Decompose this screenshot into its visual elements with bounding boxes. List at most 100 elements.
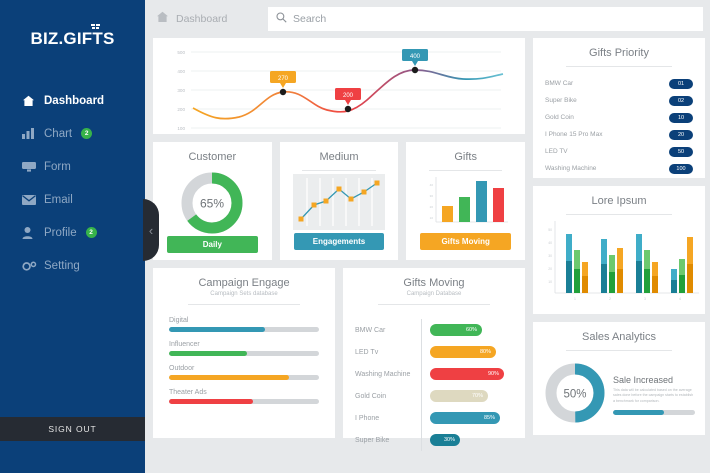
sidebar-item-email[interactable]: Email	[0, 183, 145, 216]
svg-text:500: 500	[177, 50, 185, 55]
search-bar[interactable]	[268, 7, 703, 31]
user-icon	[22, 226, 44, 239]
bar-label: Washing Machine	[355, 370, 411, 378]
svg-text:3: 3	[644, 297, 646, 301]
donut-center-label: 65%	[200, 197, 224, 211]
list-item: Super Bike 30%	[355, 429, 513, 451]
logo: BIZ.GIFTS	[0, 0, 145, 78]
search-icon	[276, 10, 287, 28]
gifts-moving-list: BMW Car 60% LED Tv 80% Washing Machine	[343, 305, 525, 451]
divider	[565, 66, 673, 67]
svg-text:50: 50	[548, 228, 552, 232]
gear-icon	[22, 261, 44, 271]
bar-value: 80%	[430, 346, 496, 358]
progress-track	[169, 327, 319, 332]
axis-line	[421, 385, 422, 407]
sidebar-item-chart[interactable]: Chart 2	[0, 117, 145, 150]
campaign-progress-list: Digital Influencer	[153, 305, 335, 404]
priority-label: BMW Car	[545, 80, 574, 87]
card-title: Gifts Priority	[589, 47, 649, 59]
gifts-bar-chart: 40 30 20 10	[406, 171, 525, 233]
priority-badge: 20	[669, 129, 693, 140]
bar-chart-icon	[22, 128, 44, 139]
search-input[interactable]	[293, 13, 695, 25]
trend-line-chart: 500 400 300 200 100	[177, 49, 504, 131]
breadcrumb[interactable]: Dashboard	[156, 10, 268, 28]
svg-text:4: 4	[679, 297, 681, 301]
sidebar-badge-chart: 2	[81, 128, 93, 139]
trend-line-card: 500 400 300 200 100	[153, 38, 525, 134]
sidebar-item-profile[interactable]: Profile 2	[0, 216, 145, 249]
breadcrumb-label: Dashboard	[176, 13, 228, 25]
svg-text:2: 2	[609, 297, 611, 301]
sales-analytics-text: Sale Increased This data will be calcula…	[613, 371, 695, 415]
campaign-engage-card: Campaign Engage Campaign Sets database D…	[153, 268, 335, 438]
priority-label: Super Bike	[545, 97, 577, 104]
sidebar-item-form[interactable]: Form	[0, 150, 145, 183]
sidebar: BIZ.GIFTS Dashboard Chart 2	[0, 0, 159, 473]
list-item: Washing Machine 90%	[355, 363, 513, 385]
card-title: Gifts	[454, 151, 477, 163]
list-item: Washing Machine 100	[533, 160, 705, 177]
sidebar-item-label: Profile	[44, 226, 77, 239]
priority-badge: 100	[669, 163, 693, 174]
logo-text: BIZ.GIFTS	[30, 29, 115, 48]
priority-badge: 02	[669, 95, 693, 106]
svg-text:300: 300	[177, 88, 185, 93]
gifts-priority-card: Gifts Priority BMW Car 01 Super Bike 02 …	[533, 38, 705, 178]
progress-label: Influencer	[169, 341, 200, 348]
card-title: Campaign Engage	[198, 277, 290, 289]
annotation-270: 270	[270, 71, 296, 88]
sidebar-item-label: Setting	[44, 259, 80, 272]
list-item: LED Tv 80%	[355, 341, 513, 363]
priority-label: Washing Machine	[545, 165, 597, 172]
progress-label: Theater Ads	[169, 389, 207, 396]
progress-label: Digital	[169, 317, 189, 324]
card-subtitle: Campaign Database	[406, 291, 462, 297]
progress-fill	[169, 327, 265, 332]
gifts-footer-pill[interactable]: Gifts Moving	[420, 233, 512, 250]
bar-value: 85%	[430, 412, 500, 424]
axis-line	[421, 319, 422, 341]
svg-text:40: 40	[429, 183, 433, 187]
list-item: I Phone 15 Pro Max 20	[533, 126, 705, 143]
list-item: I Phone 85%	[355, 407, 513, 429]
form-icon	[22, 161, 44, 172]
axis-line	[421, 341, 422, 363]
sidebar-badge-profile: 2	[85, 227, 97, 238]
list-item: BMW Car 01	[533, 75, 705, 92]
progress-track	[169, 375, 319, 380]
svg-text:200: 200	[343, 93, 354, 99]
bar-label: Gold Coin	[355, 392, 387, 400]
sidebar-item-setting[interactable]: Setting	[0, 249, 145, 282]
list-item: Gold Coin 70%	[355, 385, 513, 407]
priority-label: Gold Coin	[545, 114, 574, 121]
list-item: Influencer	[169, 341, 319, 356]
dashboard-grid: 500 400 300 200 100	[145, 38, 710, 451]
list-item: Theater Ads	[169, 389, 319, 404]
svg-text:20: 20	[429, 205, 433, 209]
bar-label: LED Tv	[355, 348, 379, 356]
sign-out-button[interactable]: SIGN OUT	[0, 417, 145, 441]
sidebar-item-label: Form	[44, 160, 71, 173]
medium-card: Medium	[279, 142, 399, 260]
list-item: Gold Coin 10	[533, 109, 705, 126]
svg-text:10: 10	[548, 280, 552, 284]
customer-footer-pill[interactable]: Daily	[167, 236, 258, 253]
bar-value: 90%	[430, 368, 504, 380]
priority-badge: 10	[669, 112, 693, 123]
bar-label: I Phone	[355, 414, 380, 422]
sales-progress-fill	[613, 409, 664, 415]
svg-text:1: 1	[574, 297, 576, 301]
card-title: Customer	[188, 151, 237, 163]
kpi-cards-row: Customer 65% Daily Medium	[153, 142, 526, 260]
svg-text:20: 20	[548, 267, 552, 271]
svg-text:40: 40	[548, 241, 552, 245]
sidebar-nav: Dashboard Chart 2 Form Email	[0, 78, 145, 417]
sidebar-item-dashboard[interactable]: Dashboard	[0, 84, 145, 117]
list-item: LED TV 50	[533, 143, 705, 160]
gifts-card: Gifts 40 30 20 10	[406, 142, 526, 260]
bar-label: BMW Car	[355, 326, 386, 334]
medium-footer-pill[interactable]: Engagements	[293, 233, 385, 250]
sidebar-collapse-toggle[interactable]: ‹	[143, 199, 159, 261]
